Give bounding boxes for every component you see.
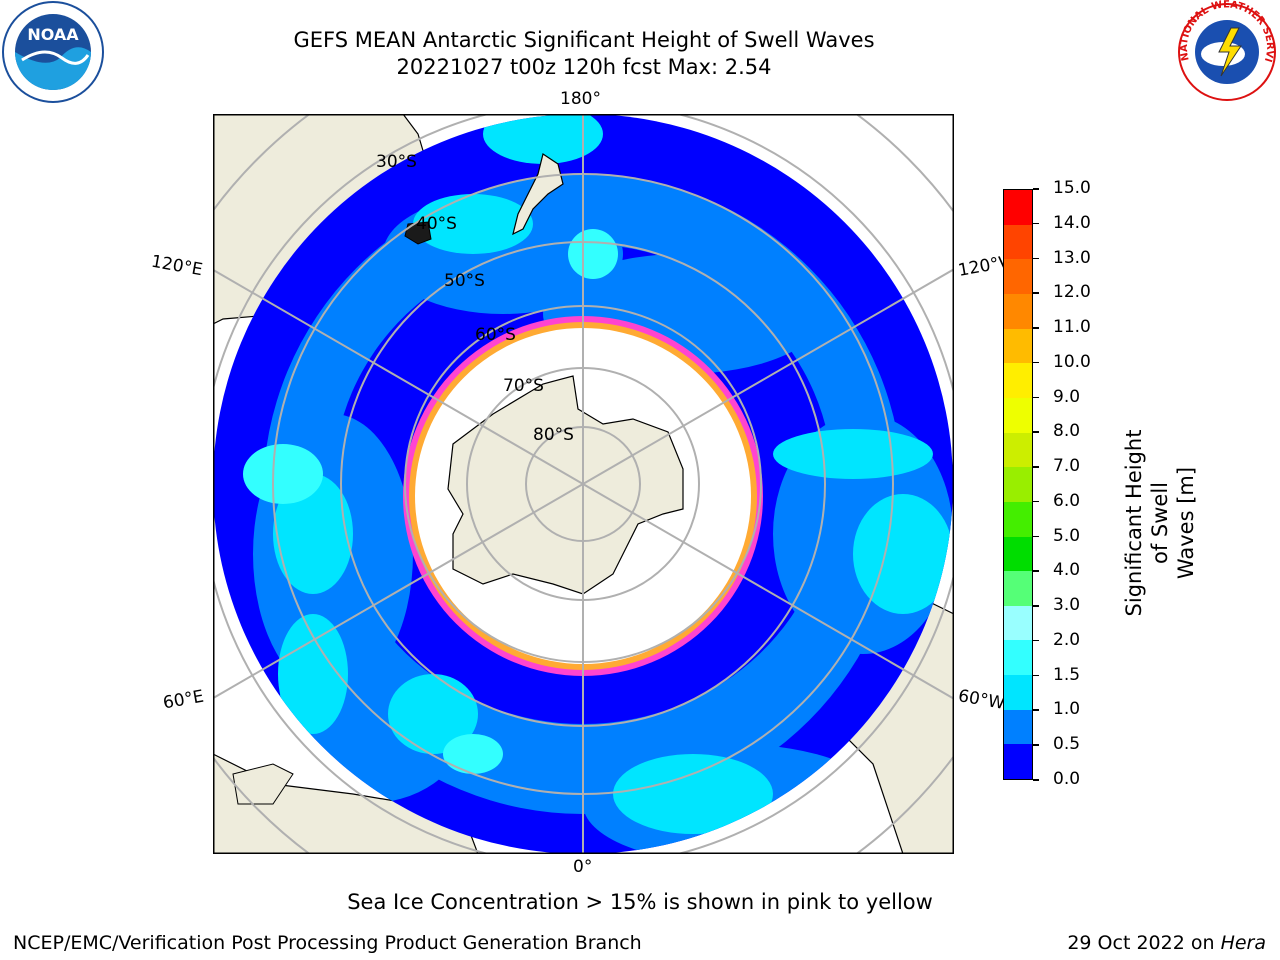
colorbar-tick-mark	[1033, 674, 1039, 677]
colorbar-segment	[1004, 640, 1032, 676]
land-tasmania	[404, 221, 432, 245]
colorbar-tick-label: 4.0	[1053, 560, 1081, 581]
colorbar-tick-mark	[1033, 257, 1039, 260]
colorbar-segment	[1004, 363, 1032, 398]
noaa-logo: NOAA	[0, 0, 106, 104]
polar-map	[213, 114, 954, 854]
colorbar-tick-label: 1.5	[1053, 664, 1081, 685]
colorbar-segment	[1004, 432, 1032, 468]
colorbar-label: Significant Height of Swell Waves [m]	[1122, 429, 1198, 617]
land-antarctica	[447, 375, 684, 595]
lat-label-40s: 40°S	[416, 214, 457, 234]
colorbar-tick-mark	[1033, 535, 1039, 538]
colorbar-tick-label: 7.0	[1053, 456, 1081, 477]
colorbar-tick-mark	[1033, 188, 1039, 190]
colorbar-tick-label: 12.0	[1053, 282, 1091, 303]
colorbar-tick-mark	[1033, 292, 1039, 294]
colorbar-tick-mark	[1033, 327, 1039, 329]
colorbar-tick-mark	[1033, 779, 1039, 781]
colorbar-segment	[1004, 675, 1032, 710]
noaa-logo-text: NOAA	[27, 25, 79, 44]
footer-date-text: 29 Oct 2022 on	[1067, 932, 1221, 954]
graticule	[213, 114, 954, 854]
colorbar-tick-label: 1.0	[1053, 699, 1081, 720]
colorbar-segment	[1004, 397, 1032, 433]
footer-host: Hera	[1220, 932, 1266, 954]
colorbar-tick-mark	[1033, 396, 1039, 399]
colorbar-segment	[1004, 571, 1032, 606]
lat-label-30s: 30°S	[376, 152, 417, 172]
colorbar-tick-mark	[1033, 570, 1039, 572]
colorbar-tick-label: 0.0	[1053, 769, 1081, 789]
colorbar-segment	[1004, 536, 1032, 572]
colorbar-tick-label: 6.0	[1053, 490, 1081, 511]
colorbar-segment	[1004, 501, 1032, 537]
colorbar-segment	[1004, 259, 1032, 295]
lon-label-180: 180°	[560, 89, 601, 109]
colorbar-tick-label: 0.5	[1053, 734, 1081, 755]
colorbar-tick-mark	[1033, 709, 1039, 711]
colorbar-tick-label: 3.0	[1053, 595, 1081, 616]
colorbar-tick-mark	[1033, 744, 1039, 746]
colorbar-tick-label: 11.0	[1053, 317, 1091, 338]
colorbar-segment	[1004, 709, 1032, 745]
footer-date: 29 Oct 2022 on Hera	[1067, 932, 1266, 954]
colorbar-tick-label: 8.0	[1053, 421, 1081, 442]
colorbar-tick-mark	[1033, 466, 1039, 468]
lon-label-60w: 60°W	[956, 686, 1007, 714]
lat-label-60s: 60°S	[475, 325, 516, 345]
colorbar-segment	[1004, 294, 1032, 329]
lon-label-60e: 60°E	[161, 686, 206, 714]
colorbar-tick-label: 15.0	[1053, 178, 1091, 198]
colorbar-segment	[1004, 224, 1032, 260]
colorbar-tick-mark	[1033, 222, 1039, 225]
colorbar-segment	[1004, 190, 1032, 225]
lon-label-0: 0°	[573, 857, 593, 877]
lat-label-80s: 80°S	[533, 425, 574, 445]
colorbar-tick-label: 9.0	[1053, 386, 1081, 407]
footer-branch: NCEP/EMC/Verification Post Processing Pr…	[13, 932, 642, 954]
colorbar-tick-mark	[1033, 361, 1039, 364]
colorbar-tick-label: 5.0	[1053, 525, 1081, 546]
land-new-zealand	[512, 153, 564, 236]
colorbar-tick-mark	[1033, 639, 1039, 642]
lat-label-70s: 70°S	[503, 376, 544, 396]
colorbar-tick-mark	[1033, 431, 1039, 433]
chart-subtitle: 20221027 t00z 120h fcst Max: 2.54	[396, 55, 772, 79]
nws-logo: NATIONAL WEATHER SERVICE	[1171, 0, 1280, 104]
colorbar	[1003, 189, 1033, 780]
colorbar-tick-label: 2.0	[1053, 629, 1081, 650]
colorbar-segment	[1004, 744, 1032, 779]
lat-label-50s: 50°S	[444, 271, 485, 291]
colorbar-tick-label: 10.0	[1053, 351, 1091, 372]
ice-caption: Sea Ice Concentration > 15% is shown in …	[347, 890, 933, 914]
colorbar-segment	[1004, 467, 1032, 502]
land-madagascar	[232, 763, 294, 805]
colorbar-segment	[1004, 328, 1032, 364]
colorbar-tick-label: 14.0	[1053, 212, 1091, 233]
colorbar-tick-mark	[1033, 500, 1039, 503]
lon-label-120e: 120°E	[149, 251, 205, 281]
colorbar-tick-label: 13.0	[1053, 247, 1091, 268]
colorbar-tick-mark	[1033, 605, 1039, 607]
colorbar-segment	[1004, 605, 1032, 641]
chart-title: GEFS MEAN Antarctic Significant Height o…	[293, 28, 875, 52]
